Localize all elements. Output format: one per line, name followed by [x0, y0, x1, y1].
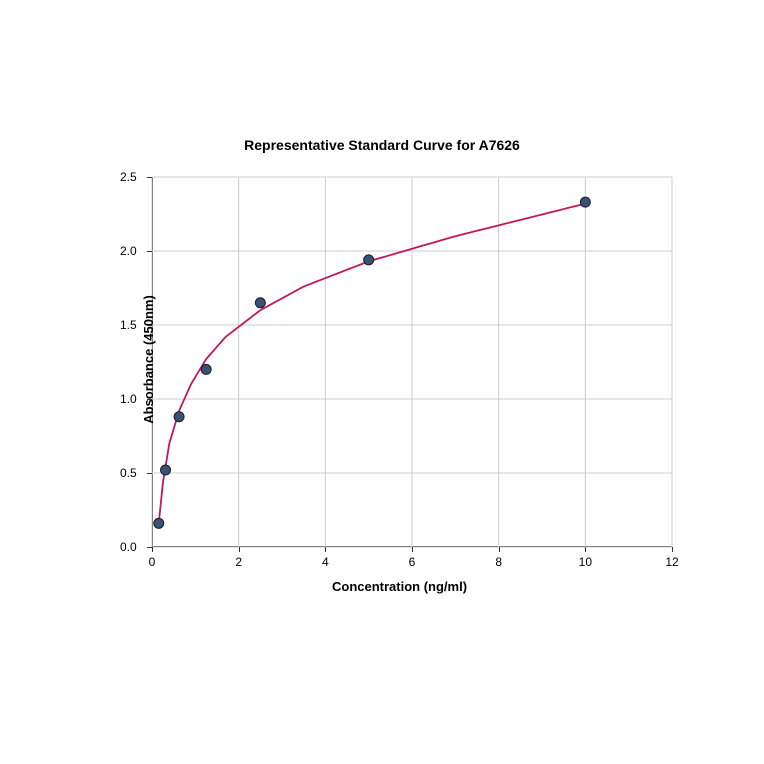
data-point	[161, 465, 171, 475]
x-tick	[239, 547, 240, 552]
data-point	[174, 412, 184, 422]
y-tick-label: 1.0	[120, 392, 137, 406]
y-tick-label: 2.0	[120, 244, 137, 258]
y-tick-label: 2.5	[120, 170, 137, 184]
y-axis-label: Absorbance (450nm)	[141, 295, 156, 424]
data-point	[364, 255, 374, 265]
y-tick-label: 0.0	[120, 540, 137, 554]
x-tick-label: 4	[322, 555, 329, 569]
x-tick	[585, 547, 586, 552]
y-tick	[147, 399, 152, 400]
x-tick	[412, 547, 413, 552]
data-point	[255, 298, 265, 308]
data-point	[580, 197, 590, 207]
x-tick	[499, 547, 500, 552]
x-tick-label: 10	[579, 555, 592, 569]
y-tick	[147, 547, 152, 548]
x-tick	[325, 547, 326, 552]
x-tick	[152, 547, 153, 552]
x-axis-label: Concentration (ng/ml)	[332, 579, 467, 594]
y-tick	[147, 325, 152, 326]
x-tick	[672, 547, 673, 552]
x-tick-label: 2	[235, 555, 242, 569]
y-tick	[147, 251, 152, 252]
chart-container: Representative Standard Curve for A7626 …	[62, 142, 702, 622]
y-tick	[147, 177, 152, 178]
y-tick-label: 0.5	[120, 466, 137, 480]
x-tick-label: 12	[665, 555, 678, 569]
y-tick-label: 1.5	[120, 318, 137, 332]
scatter-layer	[62, 142, 702, 622]
x-tick-label: 8	[495, 555, 502, 569]
data-point	[201, 364, 211, 374]
x-tick-label: 0	[149, 555, 156, 569]
data-point	[154, 518, 164, 528]
y-tick	[147, 473, 152, 474]
x-tick-label: 6	[409, 555, 416, 569]
